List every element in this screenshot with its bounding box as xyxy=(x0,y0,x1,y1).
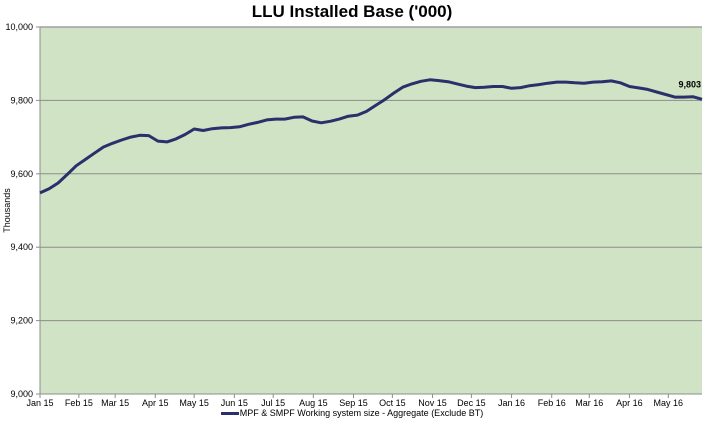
x-tick-label: Feb 16 xyxy=(538,398,566,408)
x-tick-label: Oct 15 xyxy=(379,398,406,408)
chart-title: LLU Installed Base ('000) xyxy=(251,2,453,21)
y-tick-label: 10,000 xyxy=(5,22,33,32)
x-tick-label: Mar 15 xyxy=(101,398,129,408)
x-tick-label: Nov 15 xyxy=(418,398,447,408)
x-tick-label: Sep 15 xyxy=(339,398,368,408)
legend: MPF & SMPF Working system size - Aggrega… xyxy=(0,408,704,418)
y-tick-label: 9,200 xyxy=(10,316,33,326)
x-tick-label: Aug 15 xyxy=(299,398,328,408)
plot-area xyxy=(40,27,702,394)
x-tick-label: Jan 15 xyxy=(26,398,53,408)
x-tick-label: Jun 15 xyxy=(221,398,248,408)
x-tick-label: Apr 16 xyxy=(616,398,643,408)
x-tick-label: May 16 xyxy=(654,398,684,408)
x-tick-label: Jul 15 xyxy=(261,398,285,408)
y-tick-label: 9,800 xyxy=(10,95,33,105)
x-tick-label: May 15 xyxy=(179,398,209,408)
series-line xyxy=(39,78,703,195)
y-tick-label: 9,600 xyxy=(10,169,33,179)
legend-swatch xyxy=(220,412,239,416)
y-tick-label: 9,400 xyxy=(10,242,33,252)
data-label: 9,803 xyxy=(678,79,701,89)
x-tick-label: Dec 15 xyxy=(457,398,486,408)
x-tick-label: Jan 16 xyxy=(498,398,525,408)
legend-label: MPF & SMPF Working system size - Aggrega… xyxy=(239,408,484,418)
y-tick-label: 9,000 xyxy=(10,389,33,399)
y-axis-label: Thousands xyxy=(2,188,12,233)
x-tick-label: Apr 15 xyxy=(142,398,169,408)
x-tick-label: Feb 15 xyxy=(65,398,93,408)
x-tick-label: Mar 16 xyxy=(575,398,603,408)
